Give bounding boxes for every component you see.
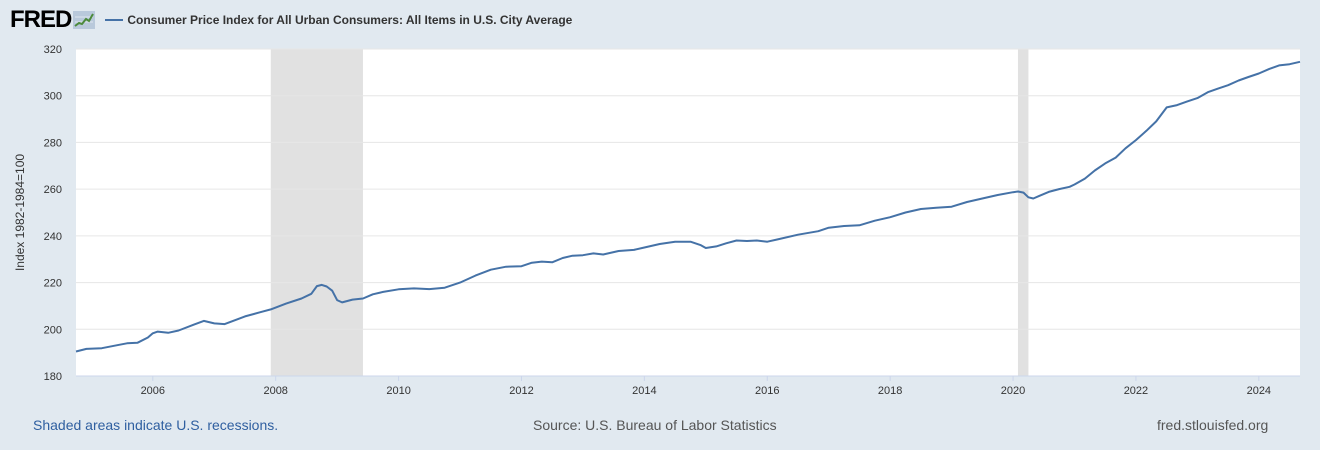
y-axis-label: Index 1982-1984=100 — [13, 154, 27, 271]
legend: Consumer Price Index for All Urban Consu… — [105, 13, 572, 27]
x-tick-label: 2020 — [1001, 385, 1025, 397]
x-tick-label: 2014 — [632, 385, 656, 397]
x-tick-label: 2022 — [1124, 385, 1148, 397]
y-tick-label: 300 — [44, 91, 62, 103]
y-tick-label: 180 — [44, 371, 62, 383]
y-tick-label: 200 — [44, 324, 62, 336]
cpi-series-line — [75, 60, 1301, 353]
plot-area — [76, 49, 1300, 376]
y-tick-label: 260 — [44, 184, 62, 196]
recession-shade — [1017, 49, 1029, 376]
y-tick-label: 240 — [44, 231, 62, 243]
legend-label: Consumer Price Index for All Urban Consu… — [127, 13, 573, 27]
recession-shade — [270, 49, 363, 376]
y-tick-label: 220 — [44, 278, 62, 290]
x-tick-label: 2006 — [141, 385, 165, 397]
x-tick-label: 2018 — [878, 385, 902, 397]
y-tick-label: 280 — [44, 137, 62, 149]
x-tick-label: 2016 — [755, 385, 779, 397]
source-credit: Source: U.S. Bureau of Labor Statistics — [533, 417, 777, 433]
x-tick-label: 2024 — [1247, 385, 1271, 397]
legend-swatch — [105, 19, 124, 21]
recession-note-link[interactable]: Shaded areas indicate U.S. recessions. — [33, 417, 279, 433]
site-credit: fred.stlouisfed.org — [1157, 417, 1269, 433]
fred-logo[interactable]: FRED — [10, 6, 72, 33]
x-tick-label: 2010 — [386, 385, 410, 397]
chart-header: FRED Consumer Price Index for All Urban … — [10, 6, 572, 34]
fred-graph-icon — [73, 11, 96, 29]
x-tick-label: 2008 — [263, 385, 287, 397]
y-tick-label: 320 — [44, 44, 62, 56]
x-tick-label: 2012 — [509, 385, 533, 397]
